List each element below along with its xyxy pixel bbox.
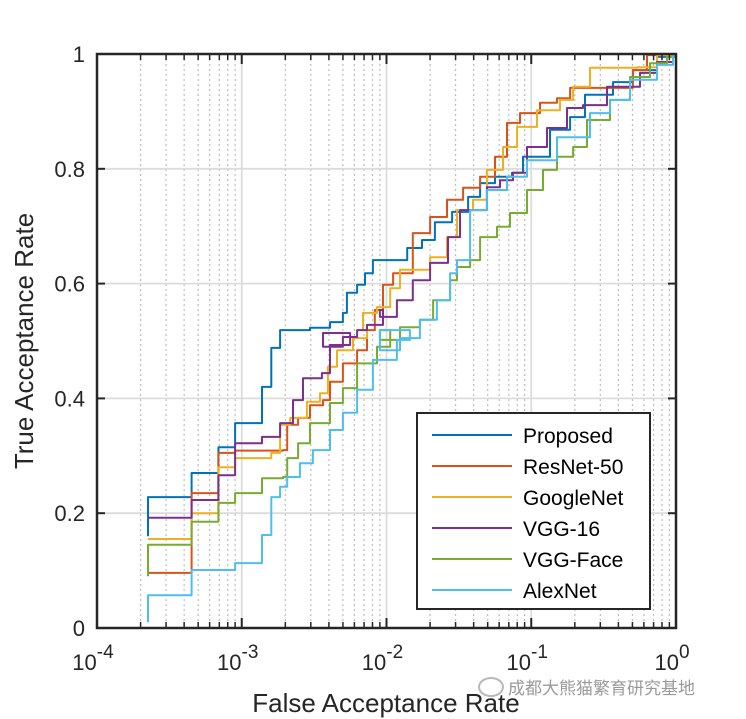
x-tick-label: 10-2	[362, 642, 403, 675]
x-tick-exponent: -3	[242, 642, 259, 663]
watermark: 成都大熊猫繁育研究基地	[478, 674, 695, 699]
x-tick-labels: 10-4 10-3 10-2 10-1 100	[72, 642, 689, 675]
watermark-text: 成都大熊猫繁育研究基地	[508, 679, 695, 699]
legend: Proposed ResNet-50 GoogleNet VGG-16 VGG-Face…	[416, 412, 651, 610]
y-tick-label: 0.6	[54, 272, 85, 297]
x-tick-exponent: 0	[679, 642, 690, 663]
x-tick-base: 10	[362, 650, 386, 675]
x-tick-exponent: -2	[386, 642, 403, 663]
series-line-googlenet	[148, 54, 677, 540]
legend-label: ResNet-50	[523, 456, 623, 479]
y-tick-label: 0.8	[54, 157, 85, 182]
legend-label: AlexNet	[523, 580, 597, 603]
x-tick-exponent: -4	[97, 642, 114, 663]
x-tick-exponent: -1	[531, 642, 548, 663]
series-layer	[147, 54, 677, 623]
major-grid	[97, 54, 676, 628]
y-axis-label: True Acceptance Rate	[9, 213, 39, 469]
series-line-vgg-16	[148, 54, 677, 519]
y-tick-label: 0.2	[54, 501, 85, 526]
legend-label: VGG-16	[523, 518, 600, 541]
series-line-vgg-face	[147, 54, 677, 577]
legend-box	[416, 412, 651, 610]
x-axis-label: False Acceptance Rate	[252, 688, 519, 718]
axis-ticks	[96, 53, 677, 629]
series-line-alexnet	[147, 54, 677, 623]
x-tick-label: 10-4	[72, 642, 114, 675]
y-tick-label: 0	[73, 616, 85, 641]
x-tick-base: 10	[507, 650, 531, 675]
y-tick-label: 0.4	[54, 386, 85, 411]
x-tick-base: 10	[654, 650, 678, 675]
series-line-resnet-50	[148, 54, 677, 574]
legend-label: Proposed	[523, 425, 613, 448]
x-tick-label: 100	[654, 642, 689, 675]
wechat-icon	[478, 677, 504, 697]
x-tick-label: 10-1	[507, 642, 548, 675]
series-line-proposed	[147, 54, 677, 537]
x-tick-base: 10	[217, 650, 241, 675]
y-tick-label: 1	[73, 42, 85, 67]
x-tick-label: 10-3	[217, 642, 258, 675]
legend-label: VGG-Face	[523, 549, 623, 572]
legend-label: GoogleNet	[523, 487, 624, 510]
x-tick-base: 10	[72, 650, 96, 675]
y-tick-labels: 0 0.2 0.4 0.6 0.8 1	[54, 42, 85, 641]
